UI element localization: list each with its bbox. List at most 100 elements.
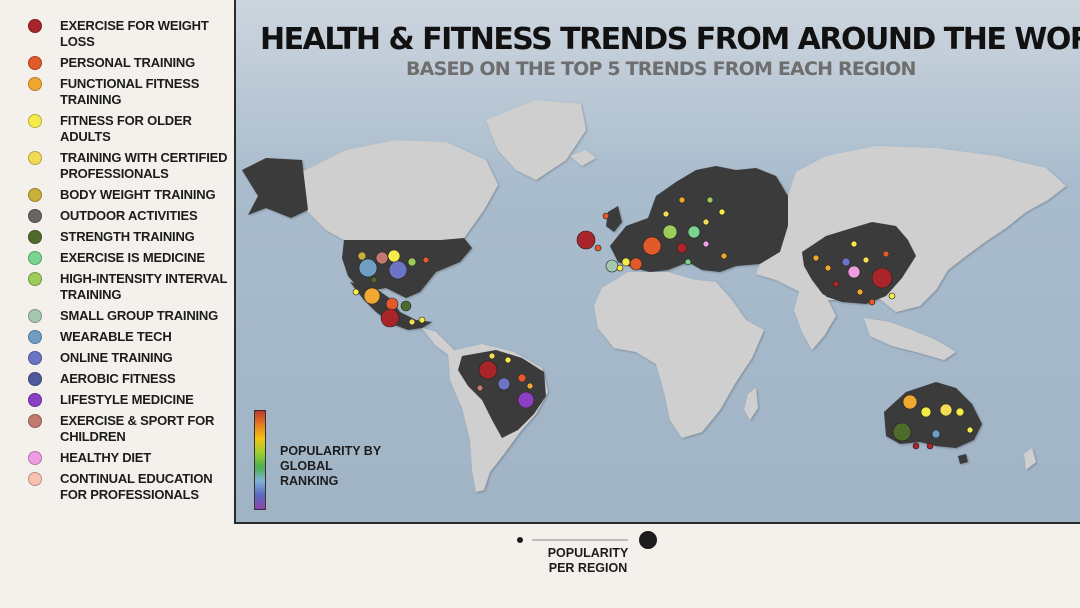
legend-item: WEARABLE TECH: [28, 329, 228, 345]
trend-bubble: [380, 308, 400, 328]
map-panel: HEALTH & FITNESS TRENDS FROM AROUND THE …: [234, 0, 1080, 524]
legend-label: EXERCISE IS MEDICINE: [60, 250, 205, 265]
trend-bubble: [882, 250, 890, 258]
iceland: [570, 150, 596, 166]
trend-bubble: [662, 210, 670, 218]
legend-item: HEALTHY DIET: [28, 450, 228, 466]
trend-bubble: [576, 230, 596, 250]
southeast-asia: [864, 318, 956, 360]
legend-item: BODY WEIGHT TRAINING: [28, 187, 228, 203]
trend-bubble: [497, 377, 511, 391]
legend-label: HIGH-INTENSITY INTERVAL TRAINING: [60, 271, 228, 302]
trend-bubble: [385, 297, 399, 311]
trend-bubble: [357, 251, 367, 261]
legend-item: AEROBIC FITNESS: [28, 371, 228, 387]
world-map: [242, 100, 1066, 492]
legend-dot-icon: [28, 56, 42, 70]
legend-dot-icon: [28, 414, 42, 428]
size-scale: POPULARITY PER REGION: [508, 530, 668, 590]
trend-bubble: [605, 259, 619, 273]
trend-bubble: [931, 429, 941, 439]
legend-dot-icon: [28, 188, 42, 202]
small-bubble-icon: [517, 537, 523, 543]
greenland: [486, 100, 586, 180]
legend-label: WEARABLE TECH: [60, 329, 172, 344]
europe: [610, 166, 788, 272]
trend-bubble: [687, 225, 701, 239]
legend-item: HIGH-INTENSITY INTERVAL TRAINING: [28, 271, 228, 303]
trend-bubble: [642, 236, 662, 256]
legend-dot-icon: [28, 330, 42, 344]
legend-label: AEROBIC FITNESS: [60, 371, 176, 386]
trend-bubble: [594, 244, 602, 252]
trend-bubble: [850, 240, 858, 248]
map-title: HEALTH & FITNESS TRENDS FROM AROUND THE …: [260, 22, 1080, 57]
trend-bubble: [920, 406, 932, 418]
trend-bubble: [702, 240, 710, 248]
trend-bubble: [629, 257, 643, 271]
trend-bubble: [706, 196, 714, 204]
legend-label: EXERCISE FOR WEIGHT LOSS: [60, 18, 209, 49]
map-subtitle: BASED ON THE TOP 5 TRENDS FROM EACH REGI…: [406, 58, 916, 80]
legend-dot-icon: [28, 114, 42, 128]
trend-bubble: [892, 422, 912, 442]
legend-label: CONTINUAL EDUCATION FOR PROFESSIONALS: [60, 471, 213, 502]
tasmania: [958, 454, 968, 464]
popularity-gradient-bar: [254, 410, 266, 510]
trend-bubble: [476, 384, 484, 392]
canada: [302, 140, 498, 242]
india: [794, 282, 836, 350]
legend-dot-icon: [28, 77, 42, 91]
legend-dot-icon: [28, 251, 42, 265]
trend-bubble: [602, 212, 610, 220]
trend-bubble: [955, 407, 965, 417]
trend-bubble: [352, 288, 360, 296]
trend-bubble: [388, 260, 408, 280]
legend-label: TRAINING WITH CERTIFIED PROFESSIONALS: [60, 150, 228, 181]
trend-bubble: [718, 208, 726, 216]
trend-bubble: [676, 242, 688, 254]
size-scale-label: POPULARITY PER REGION: [547, 546, 629, 575]
legend-dot-icon: [28, 451, 42, 465]
trend-bubble: [400, 300, 412, 312]
legend-dot-icon: [28, 209, 42, 223]
legend-item: STRENGTH TRAINING: [28, 229, 228, 245]
legend-item: EXERCISE FOR WEIGHT LOSS: [28, 18, 228, 50]
new-zealand: [1024, 448, 1036, 470]
trend-bubble: [856, 288, 864, 296]
legend-dot-icon: [28, 372, 42, 386]
trend-bubble: [621, 257, 631, 267]
legend-item: TRAINING WITH CERTIFIED PROFESSIONALS: [28, 150, 228, 182]
trend-bubble: [517, 391, 535, 409]
legend-label: FUNCTIONAL FITNESS TRAINING: [60, 76, 200, 107]
trend-bubble: [526, 382, 534, 390]
trend-bubble: [871, 267, 893, 289]
trend-bubble: [504, 356, 512, 364]
trend-bubble: [422, 256, 430, 264]
trend-bubble: [358, 258, 378, 278]
trend-bubble: [363, 287, 381, 305]
trend-bubble: [926, 442, 934, 450]
trend-bubble: [862, 256, 870, 264]
legend-item: EXERCISE & SPORT FOR CHILDREN: [28, 413, 228, 445]
legend-label: LIFESTYLE MEDICINE: [60, 392, 194, 407]
trend-bubble: [832, 280, 840, 288]
legend-dot-icon: [28, 393, 42, 407]
legend-dot-icon: [28, 309, 42, 323]
trend-bubble: [375, 251, 389, 265]
alaska: [242, 158, 308, 218]
trend-bubble: [720, 252, 728, 260]
legend-label: EXERCISE & SPORT FOR CHILDREN: [60, 413, 215, 444]
popularity-scale-label: POPULARITY BY GLOBAL RANKING: [280, 444, 381, 488]
legend-item: ONLINE TRAINING: [28, 350, 228, 366]
trend-bubbles: [352, 196, 974, 450]
legend-item: PERSONAL TRAINING: [28, 55, 228, 71]
trend-bubble: [418, 316, 426, 324]
trend-bubble: [868, 298, 876, 306]
japan: [932, 232, 952, 268]
uk: [606, 206, 622, 232]
trend-bubble: [408, 318, 416, 326]
trend-bubble: [488, 352, 496, 360]
central-america: [422, 328, 456, 356]
trend-bubble: [387, 249, 401, 263]
